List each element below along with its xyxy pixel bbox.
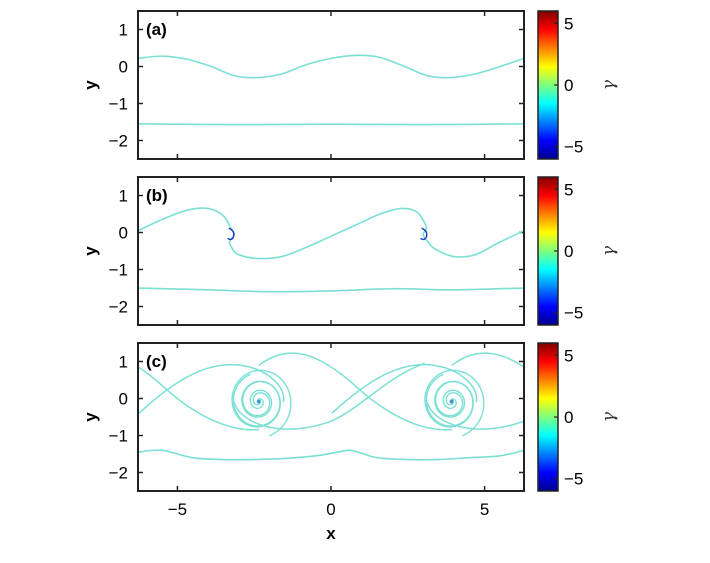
- sheet-arc-lower: [426, 401, 523, 430]
- lower-interface-line: [139, 123, 523, 126]
- rollup-tip: [227, 227, 235, 241]
- plot-frame: [137, 10, 525, 160]
- panel-label: (c): [146, 352, 167, 371]
- x-tick-label: −5: [168, 500, 187, 519]
- curves: [139, 54, 523, 126]
- sheet-arc: [139, 363, 285, 414]
- colorbar-tick-label: 0: [564, 242, 573, 261]
- braid-line: [139, 366, 259, 431]
- braid-line: [258, 352, 452, 431]
- colorbar-label: γ: [599, 79, 619, 90]
- vortex-spiral-inner: [232, 373, 281, 427]
- y-tick-label: −2: [109, 298, 128, 317]
- y-tick-label: −1: [109, 427, 128, 446]
- lower-interface-line: [139, 449, 523, 461]
- colorbar-tick-label: 0: [564, 408, 573, 427]
- panel-3: 1 0 −1 −2 −5 0 5 y x (c) 5 0 −5 γ: [81, 342, 619, 543]
- colorbar-tick-label: 5: [564, 14, 573, 33]
- y-tick-label: 0: [119, 58, 128, 77]
- panel-1: 1 0 −1 −2 y (a) 5 0 −5 γ: [81, 10, 619, 160]
- y-tick-label: 0: [119, 390, 128, 409]
- colorbar-label: γ: [599, 245, 619, 256]
- colorbar-tick-label: 5: [564, 346, 573, 365]
- y-axis-label: y: [81, 246, 100, 256]
- vortex-core: [449, 399, 454, 404]
- colorbar-tick-label: −5: [564, 304, 583, 323]
- colorbar-label: γ: [599, 411, 619, 422]
- plot-frame: [137, 342, 525, 492]
- colorbar-tick-label: −5: [564, 470, 583, 489]
- colorbar-tick-label: 0: [564, 76, 573, 95]
- y-tick-label: −1: [109, 95, 128, 114]
- y-tick-label: −2: [109, 464, 128, 483]
- y-tick-label: −2: [109, 132, 128, 151]
- panel-label: (b): [146, 186, 168, 205]
- x-tick-label: 5: [480, 500, 489, 519]
- colorbar-tick-label: −5: [564, 138, 583, 157]
- y-tick-label: 1: [119, 187, 128, 206]
- colorbar-tick-label: 5: [564, 180, 573, 199]
- y-axis-label: y: [81, 412, 100, 422]
- y-tick-label: 1: [119, 21, 128, 40]
- upper-interface-line: [139, 54, 523, 79]
- x-axis-label: x: [326, 524, 336, 543]
- curves: [139, 207, 523, 293]
- upper-interface-rolling-line: [139, 207, 523, 260]
- y-tick-label: 0: [119, 224, 128, 243]
- panel-label: (a): [146, 20, 167, 39]
- x-tick-label: 0: [326, 500, 335, 519]
- sheet-arc-lower: [233, 362, 425, 430]
- braid-line: [451, 352, 523, 368]
- sheet-arc: [331, 363, 478, 414]
- curves: [139, 352, 523, 461]
- vortex-core: [256, 399, 261, 404]
- panel-2: 1 0 −1 −2 y (b) 5 0 −5 γ: [81, 176, 619, 326]
- y-axis-label: y: [81, 80, 100, 90]
- rollup-tip: [420, 227, 428, 241]
- y-tick-label: 1: [119, 353, 128, 372]
- plot-frame: [137, 176, 525, 326]
- vortex-spiral-inner: [425, 373, 474, 427]
- y-tick-label: −1: [109, 261, 128, 280]
- lower-interface-line: [139, 287, 523, 293]
